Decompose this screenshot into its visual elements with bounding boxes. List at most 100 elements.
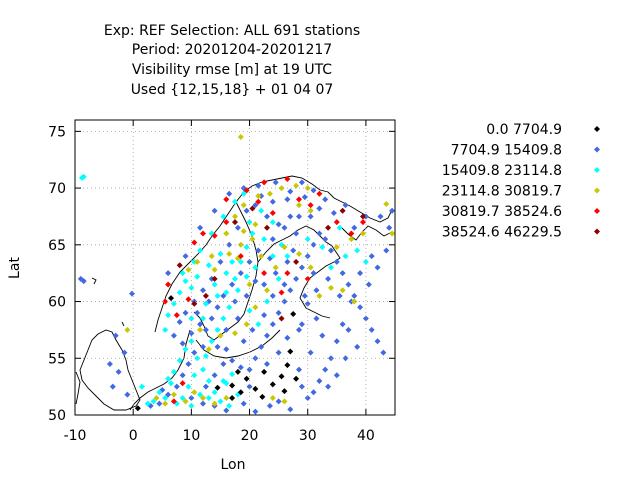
data-point [124, 391, 131, 398]
data-point [307, 213, 314, 220]
data-point [182, 253, 189, 260]
data-point [339, 207, 346, 214]
data-point [287, 213, 294, 220]
x-tick-label: 10 [182, 428, 200, 444]
data-point [281, 398, 288, 405]
data-point [211, 281, 218, 288]
legend-marker [594, 167, 600, 173]
data-point [80, 278, 87, 285]
data-point [200, 230, 206, 237]
x-tick-label: -10 [64, 428, 87, 444]
data-point [325, 224, 332, 231]
legend-label: 7704.9 15409.8 [451, 143, 562, 159]
data-point [252, 202, 259, 209]
data-point [316, 205, 323, 212]
data-point [354, 247, 361, 254]
legend-marker [594, 126, 600, 132]
data-point [348, 230, 355, 237]
data-point [316, 190, 323, 197]
y-tick-label: 50 [48, 408, 66, 424]
data-point [351, 298, 358, 305]
data-point [232, 219, 238, 226]
data-point [281, 281, 288, 288]
y-tick-label: 75 [48, 124, 66, 140]
data-point [197, 391, 204, 398]
data-point [374, 264, 381, 271]
data-point [240, 228, 247, 235]
data-point [217, 258, 224, 265]
data-point [179, 380, 186, 387]
data-point [194, 355, 201, 362]
data-point [316, 377, 323, 384]
grid [75, 120, 395, 415]
data-point [205, 346, 212, 353]
data-point [226, 250, 233, 257]
data-point [237, 258, 244, 265]
data-point [275, 398, 282, 405]
data-point [383, 200, 390, 207]
data-point [275, 309, 282, 316]
data-point [342, 355, 349, 362]
data-point [162, 298, 169, 305]
data-point [249, 205, 256, 212]
data-point [237, 241, 244, 248]
data-point [269, 219, 276, 226]
data-point [182, 398, 189, 405]
data-point [278, 185, 285, 192]
data-point [211, 266, 218, 273]
data-point [220, 292, 227, 299]
data-point [362, 258, 369, 265]
title-line-3: Visibility rmse [m] at 19 UTC [132, 62, 332, 78]
y-axis-label: Lat [7, 257, 23, 279]
data-point [284, 176, 291, 182]
data-point [220, 360, 227, 367]
data-point [243, 273, 250, 280]
data-point [243, 187, 250, 194]
data-point [168, 380, 174, 387]
data-point [176, 318, 183, 325]
data-point [80, 173, 87, 180]
title-line-4: Used {12,15,18} + 01 04 07 [131, 82, 334, 98]
data-point [243, 207, 250, 214]
data-point [296, 196, 302, 203]
data-point [208, 253, 215, 260]
data-point [325, 275, 332, 282]
data-point [182, 278, 189, 285]
legend: 0.0 7704.9 7704.9 15409.8 15409.8 23114.8 2… [442, 122, 600, 241]
data-point [170, 332, 177, 339]
data-point [165, 281, 172, 288]
data-point [232, 198, 238, 205]
data-point [249, 326, 256, 333]
data-point [275, 349, 282, 356]
data-point [211, 275, 218, 282]
x-tick-label: 30 [299, 428, 317, 444]
data-point [188, 338, 195, 345]
data-point [246, 366, 253, 373]
title-line-2: Period: 20201204-20201217 [132, 42, 332, 58]
data-point [197, 321, 204, 328]
data-point [269, 381, 276, 388]
data-point [223, 219, 230, 226]
data-point [296, 326, 302, 333]
data-point [202, 353, 209, 359]
data-point [261, 281, 268, 288]
data-point [261, 270, 268, 277]
data-point [313, 287, 320, 294]
data-point [234, 287, 241, 294]
data-point [179, 394, 186, 401]
data-point [237, 134, 244, 141]
data-point [223, 326, 230, 333]
data-point [252, 264, 259, 271]
data-point [202, 326, 209, 333]
data-point [226, 241, 233, 248]
data-point [258, 207, 265, 214]
data-point [237, 270, 244, 277]
data-point [249, 236, 256, 243]
data-point [191, 372, 198, 379]
data-point [296, 250, 302, 257]
data-point [386, 224, 393, 231]
data-point [284, 270, 291, 277]
legend-marker [594, 208, 600, 214]
data-point [357, 270, 364, 277]
data-point [310, 270, 317, 277]
